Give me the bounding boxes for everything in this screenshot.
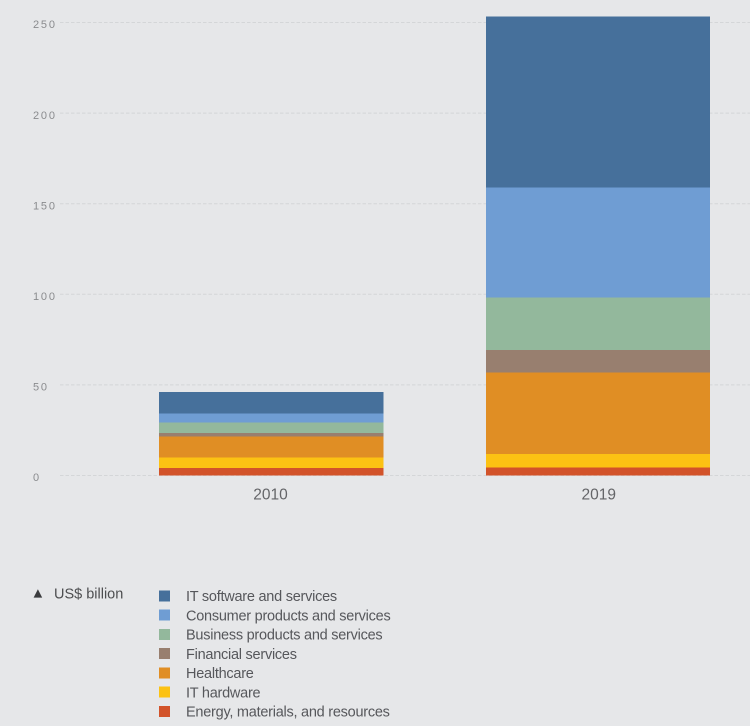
svg-text:IT hardware: IT hardware <box>186 686 261 702</box>
svg-text:100: 100 <box>33 291 57 303</box>
svg-text:150: 150 <box>33 200 57 212</box>
svg-text:0: 0 <box>33 472 41 484</box>
svg-text:Consumer products and services: Consumer products and services <box>186 609 390 625</box>
svg-text:250: 250 <box>33 19 57 31</box>
svg-text:IT software and services: IT software and services <box>186 589 337 605</box>
svg-text:2019: 2019 <box>581 486 615 503</box>
svg-text:200: 200 <box>33 110 57 122</box>
svg-text:US$ billion: US$ billion <box>54 587 123 603</box>
svg-text:Healthcare: Healthcare <box>186 666 254 682</box>
svg-text:2010: 2010 <box>253 486 288 503</box>
svg-text:50: 50 <box>33 382 49 394</box>
svg-text:Business products and services: Business products and services <box>186 628 382 644</box>
svg-text:Financial services: Financial services <box>186 647 297 663</box>
svg-text:Energy, materials, and resourc: Energy, materials, and resources <box>186 705 390 721</box>
